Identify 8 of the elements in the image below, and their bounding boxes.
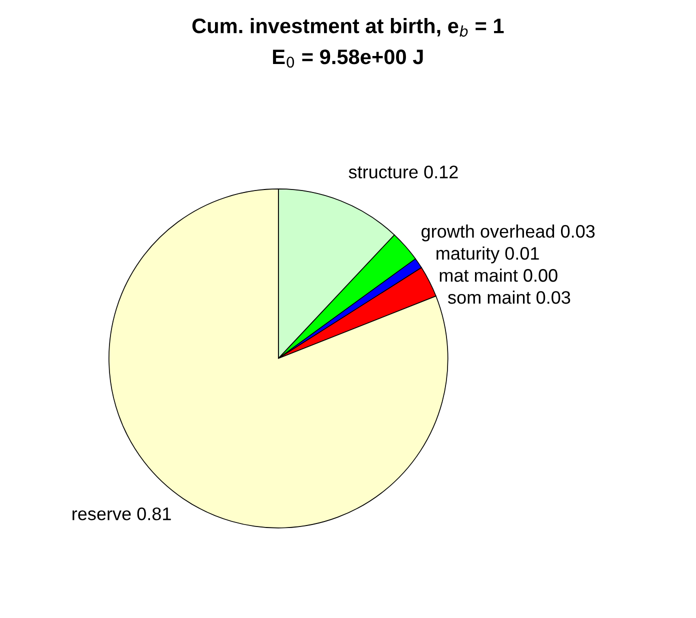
category-label: mat maint 0.00 [440, 268, 558, 282]
slice-label: structure 0.12 [348, 166, 458, 178]
chart-title: Cum. investment at birth, e$_{b}$ = 1 [192, 18, 504, 37]
slice-label: reserve 0.81 [72, 507, 171, 520]
slice-label: growth overhead 0.03 [422, 224, 595, 242]
slice-label: maturity 0.01 [436, 246, 539, 264]
slice-label: som maint 0.03 [448, 290, 570, 304]
chart-subtitle: E$_{0}$ = 9.58e+00 J [273, 50, 423, 68]
